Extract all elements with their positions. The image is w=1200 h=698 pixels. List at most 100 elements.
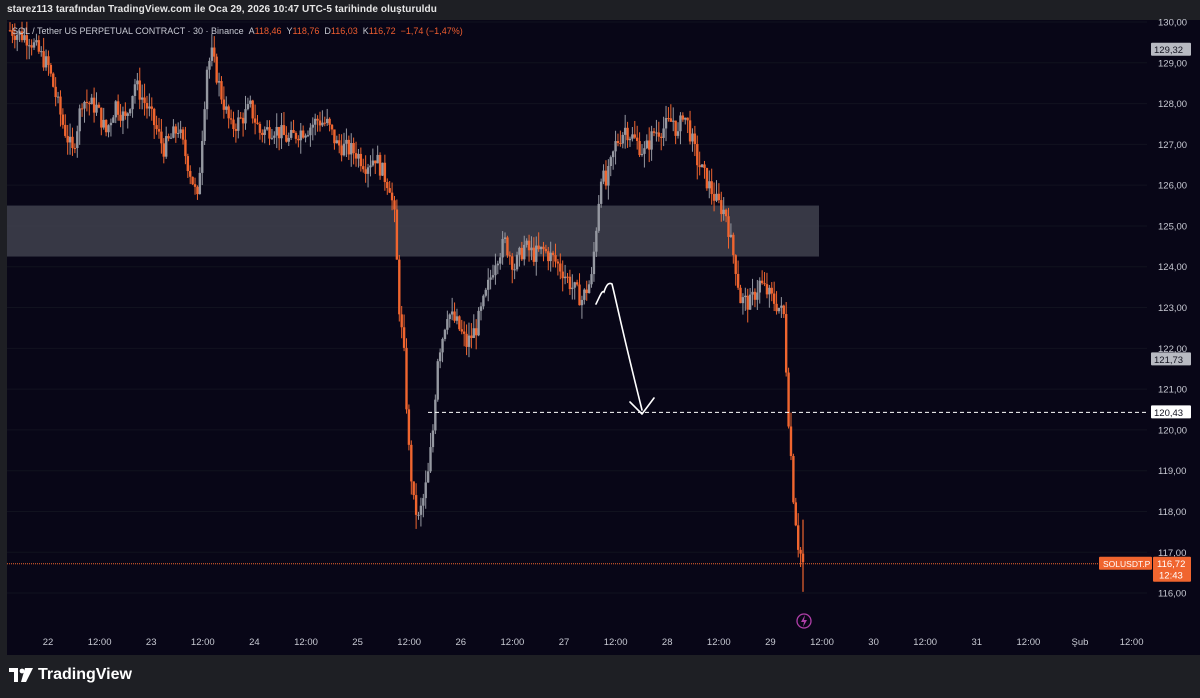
tradingview-logo[interactable]: TradingView [9,666,132,684]
candle-up [16,34,19,40]
candle-up [609,157,612,166]
candle-up [513,269,516,271]
candle-down [213,47,216,57]
candle-down [239,117,242,119]
candle-down [770,287,773,294]
chart-plot-area[interactable] [7,20,1147,655]
candle-down [49,64,53,74]
time-tick-label: 28 [662,637,673,648]
candle-up [489,277,492,280]
candle-up [417,514,420,516]
candle-up [758,280,761,293]
candle-up [205,69,209,110]
candles-layer [8,21,805,592]
candle-down [635,137,639,141]
candle-up [426,471,430,483]
candle-down [124,111,127,116]
candle-down [787,372,790,427]
symbol-legend[interactable]: SOL / Tether US PERPETUAL CONTRACT · 30 … [12,26,463,36]
price-tick-label: 120,00 [1158,425,1187,436]
candle-down [88,103,91,105]
time-tick-label: 12:00 [810,637,834,648]
candle-up [201,141,204,173]
candle-up [140,97,144,100]
candle-down [633,134,636,138]
candle-down [511,256,514,270]
symbol-name: SOL / Tether US PERPETUAL CONTRACT · 30 … [12,26,244,36]
candle-up [645,140,649,149]
candle-down [301,130,305,138]
candle-down [61,114,65,125]
candle-down [669,118,673,122]
price-axis-area[interactable] [1147,20,1200,655]
candle-down [616,141,620,144]
candle-up [164,136,168,157]
candle-up [169,137,173,139]
candle-up [525,240,528,245]
candle-down [585,289,588,294]
candle-up [628,138,632,141]
candle-down [799,549,802,554]
candle-up [672,120,675,122]
candle-up [311,124,314,128]
candle-up [611,151,615,158]
candle-up [590,274,593,285]
candle-up [684,117,687,120]
candle-down [167,136,170,139]
candle-down [354,153,358,159]
candle-down [330,124,334,130]
candle-up [107,125,110,133]
price-tick-label: 119,00 [1158,466,1186,477]
candle-down [189,171,192,177]
resistance-zone [7,205,819,257]
open-label: A [248,26,255,36]
candle-down [652,131,656,133]
candle-down [100,107,103,128]
candle-down [554,255,557,262]
time-tick-label: 12:00 [501,637,525,648]
high-value: 118,76 [292,26,320,36]
candle-up [424,482,427,499]
candle-up [503,237,507,239]
candle-down [648,140,651,150]
time-tick-label: Şub [1072,637,1089,648]
candle-up [436,361,439,400]
candle-down [398,259,401,315]
candle-up [40,51,43,53]
candle-up [44,56,48,68]
candle-down [297,138,300,141]
candle-up [179,129,182,133]
candle-up [623,127,627,135]
candle-down [234,129,238,131]
price-tick-label: 118,00 [1158,507,1186,518]
low-value: 116,03 [330,26,358,36]
candle-up [744,295,747,298]
candle-down [712,194,716,201]
candle-up [741,297,745,304]
candle-down [506,237,509,256]
candle-down [386,182,389,189]
candle-up [246,104,250,110]
candle-up [32,42,36,48]
candle-down [462,331,466,334]
lightning-icon-bolt [801,615,807,627]
candle-up [112,117,115,123]
time-tick-label: 12:00 [604,637,628,648]
candle-down [73,147,77,149]
time-tick-label: 27 [559,637,570,648]
candle-down [8,30,12,32]
countdown-tag: 12:43 [1159,571,1183,582]
price-tick-label: 116,00 [1158,589,1186,600]
candle-down [400,314,403,328]
time-tick-label: 25 [352,637,363,648]
candle-up [450,311,454,315]
candle-up [621,134,624,144]
candle-down [364,169,367,174]
candle-up [225,106,228,110]
candle-down [52,73,55,87]
candle-up [265,127,269,130]
candle-down [383,162,387,183]
candle-down [186,156,190,172]
candle-down [104,119,108,133]
